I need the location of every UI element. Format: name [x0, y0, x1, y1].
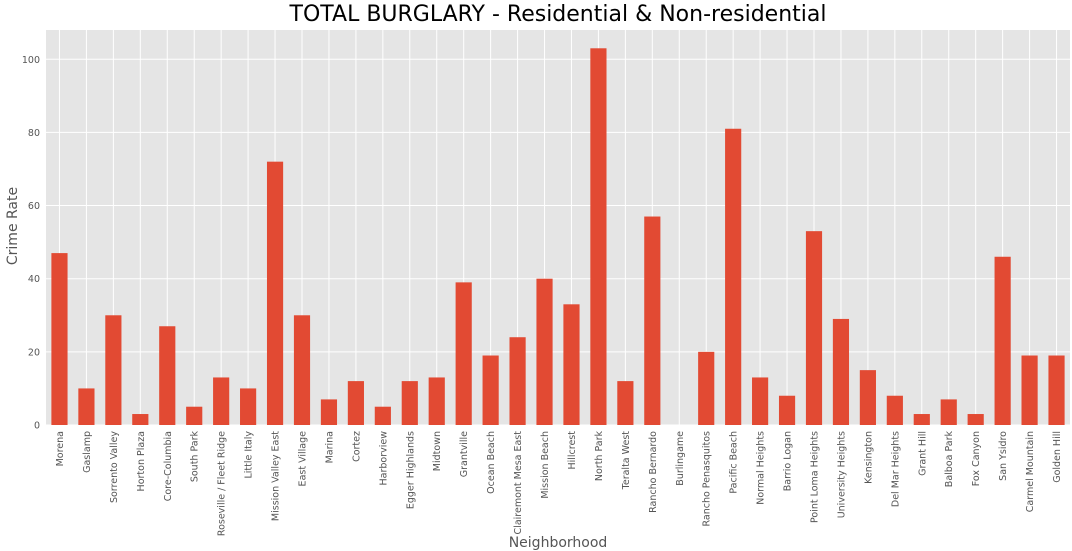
x-tick-label: Mission Beach	[540, 431, 551, 499]
x-tick-label: Morena	[55, 431, 66, 466]
bar	[994, 256, 1011, 425]
bar	[644, 216, 661, 425]
bar	[536, 278, 553, 425]
x-tick-label: Roseville / Fleet Ridge	[217, 431, 228, 536]
y-tick-label: 40	[28, 274, 40, 285]
bar	[752, 377, 769, 425]
x-tick-label: Sorrento Valley	[109, 431, 120, 503]
bar	[967, 414, 984, 425]
bar	[590, 48, 607, 425]
bar	[482, 355, 499, 425]
bar	[886, 395, 903, 425]
bar	[374, 406, 391, 425]
bar	[159, 326, 176, 425]
x-tick-label: Gaslamp	[82, 431, 93, 473]
bar	[266, 161, 284, 425]
bar	[509, 337, 526, 425]
bar	[293, 315, 311, 425]
bar	[455, 282, 472, 425]
bar	[778, 395, 796, 425]
x-tick-label: Rancho Bernardo	[648, 431, 659, 513]
x-tick-label: Marina	[324, 431, 335, 463]
y-tick-label: 80	[28, 128, 40, 139]
bar	[940, 399, 957, 425]
bar	[401, 381, 418, 425]
x-tick-label: Burlingame	[675, 431, 686, 486]
bar	[428, 377, 445, 425]
x-tick-label: Midtown	[432, 431, 443, 471]
bar	[805, 231, 823, 425]
x-tick-label: Grant Hill	[917, 431, 928, 476]
bar	[859, 370, 876, 425]
plot-background	[46, 30, 1070, 425]
bar	[832, 318, 850, 425]
x-tick-label: Fox Canyon	[971, 431, 982, 486]
bar	[132, 414, 149, 425]
bar	[698, 351, 715, 425]
x-tick-label: Ocean Beach	[486, 431, 497, 494]
x-axis-ticks: Morena Gaslamp Sorrento Valley Horton Plaza…	[55, 431, 1063, 537]
x-tick-label: East Village	[298, 431, 309, 487]
x-tick-label: Egger Highlands	[405, 431, 416, 509]
x-tick-label: Cortez	[351, 431, 362, 462]
bar	[78, 388, 95, 425]
x-tick-label: Kensington	[863, 431, 874, 484]
x-tick-label: University Heights	[836, 431, 847, 518]
x-axis-label: Neighborhood	[509, 535, 608, 551]
bar	[617, 381, 634, 425]
bar	[51, 253, 68, 425]
y-tick-label: 100	[22, 55, 40, 66]
chart-title: TOTAL BURGLARY - Residential & Non-resid…	[289, 2, 827, 27]
x-tick-label: Little Italy	[244, 431, 255, 479]
bar	[213, 377, 230, 425]
x-tick-label: Golden Hill	[1052, 431, 1063, 483]
x-tick-label: Balboa Park	[944, 431, 955, 488]
x-tick-label: Mission Valley East	[271, 431, 282, 521]
x-tick-label: Barrio Logan	[783, 431, 794, 491]
x-tick-label: Point Loma Heights	[810, 431, 821, 523]
bar	[563, 304, 580, 425]
bar	[1021, 355, 1038, 425]
x-tick-label: San Ysidro	[998, 431, 1009, 481]
bar	[320, 399, 338, 425]
x-tick-label: Grantville	[459, 431, 470, 477]
x-tick-label: Harborview	[378, 431, 389, 486]
x-tick-label: South Park	[190, 431, 201, 483]
bar	[913, 414, 930, 425]
bar	[240, 388, 257, 425]
x-tick-label: North Park	[594, 431, 605, 482]
bar	[186, 406, 203, 425]
y-axis-ticks: 0 20 40 60 80 100	[22, 55, 40, 432]
y-tick-label: 0	[34, 421, 40, 432]
x-tick-label: Rancho Penasquitos	[702, 431, 713, 527]
bars	[51, 48, 1065, 425]
x-tick-label: Clairemont Mesa East	[513, 431, 524, 535]
bar	[105, 315, 122, 425]
y-tick-label: 60	[28, 201, 40, 212]
bar	[1048, 355, 1065, 425]
y-tick-label: 20	[28, 347, 40, 358]
x-tick-label: Core-Columbia	[163, 431, 174, 501]
x-tick-label: Teralta West	[621, 431, 632, 491]
x-tick-label: Carmel Mountain	[1025, 431, 1036, 512]
x-tick-label: Normal Heights	[756, 431, 767, 505]
bar	[347, 381, 364, 425]
x-tick-label: Horton Plaza	[136, 431, 147, 491]
y-axis-label: Crime Rate	[5, 187, 21, 265]
bar	[725, 128, 742, 425]
x-tick-label: Pacific Beach	[729, 431, 740, 494]
x-tick-label: Hillcrest	[567, 431, 578, 470]
x-tick-label: Del Mar Heights	[890, 431, 901, 507]
